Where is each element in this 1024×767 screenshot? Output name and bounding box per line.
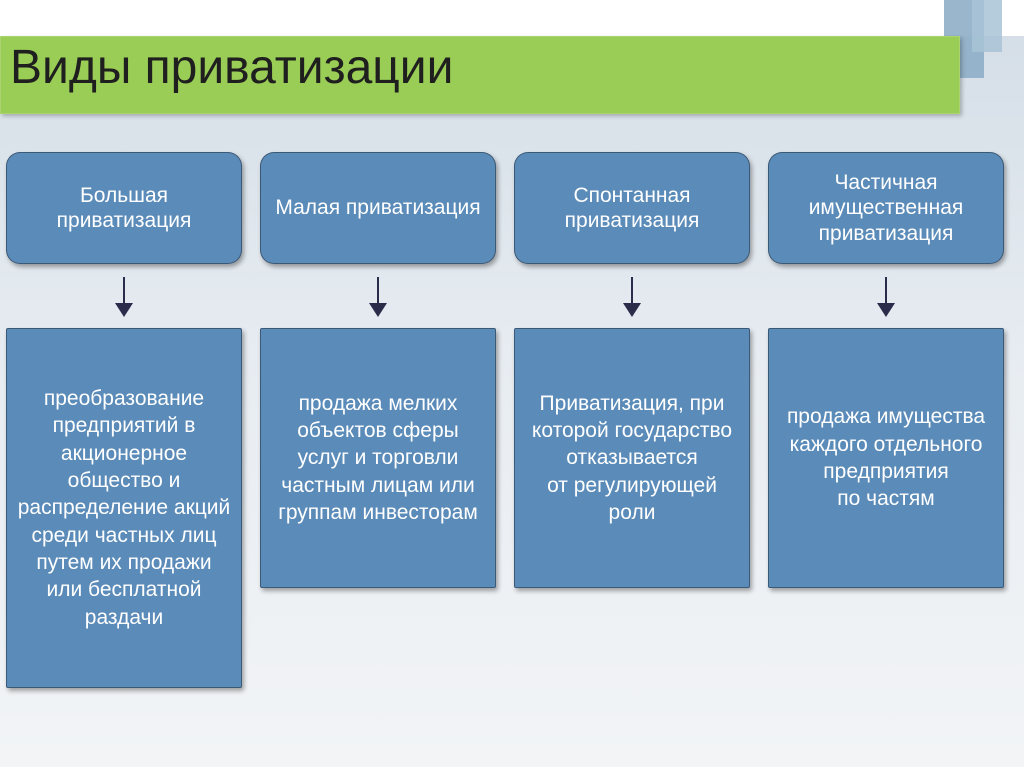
arrow-down-icon: [377, 277, 379, 315]
bottom-box-1: продажа мелких объектов сферы услуг и то…: [260, 328, 496, 588]
top-white-bar: [0, 0, 1024, 36]
bottom-box-2: Приватизация, при которой государство от…: [514, 328, 750, 588]
top-box-3: Частичная имущественная приватизация: [768, 152, 1004, 264]
top-box-0: Большая приватизация: [6, 152, 242, 264]
arrow-down-icon: [631, 277, 633, 315]
column-1: Малая приватизация продажа мелких объект…: [260, 152, 496, 688]
top-box-1: Малая приватизация: [260, 152, 496, 264]
arrow-down-icon: [123, 277, 125, 315]
bottom-box-3: продажа имущества каждого отдельного пре…: [768, 328, 1004, 588]
arrow-down-icon: [885, 277, 887, 315]
column-2: Спонтанная приватизация Приватизация, пр…: [514, 152, 750, 688]
arrow-wrap-0: [123, 264, 125, 328]
decor-rect-2: [972, 0, 1002, 52]
column-0: Большая приватизация преобразование пред…: [6, 152, 242, 688]
top-box-2: Спонтанная приватизация: [514, 152, 750, 264]
bottom-box-0: преобразование предприятий в акционерное…: [6, 328, 242, 688]
column-3: Частичная имущественная приватизация про…: [768, 152, 1004, 688]
columns-container: Большая приватизация преобразование пред…: [6, 152, 1004, 688]
arrow-wrap-1: [377, 264, 379, 328]
arrow-wrap-3: [885, 264, 887, 328]
slide-title: Виды приватизации: [10, 40, 453, 95]
arrow-wrap-2: [631, 264, 633, 328]
